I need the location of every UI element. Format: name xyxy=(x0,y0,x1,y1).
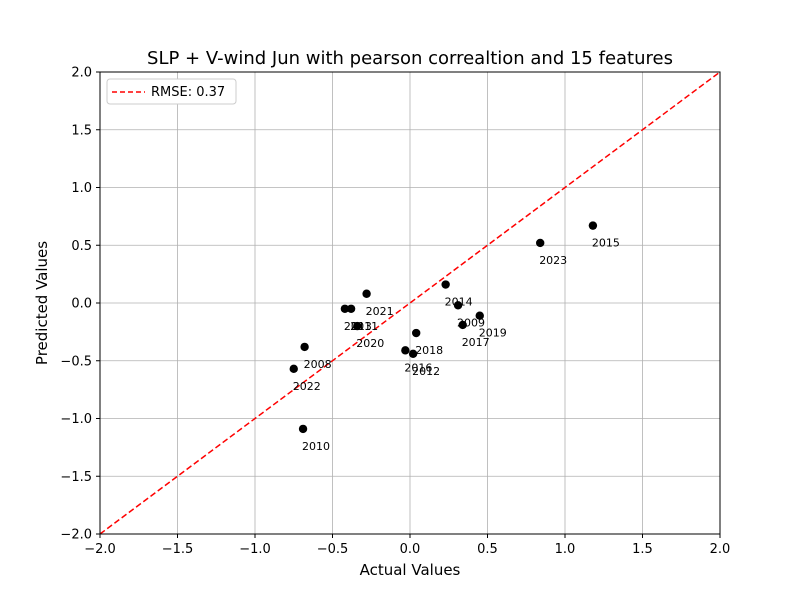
legend-entry-rmse: RMSE: 0.37 xyxy=(151,85,225,100)
data-point-2012 xyxy=(408,349,418,359)
data-point-2022 xyxy=(289,364,298,374)
data-point-2009 xyxy=(453,301,463,310)
data-point-2020 xyxy=(353,321,362,331)
y-tick-label: 0.0 xyxy=(71,297,92,312)
point-label-2016: 2016 xyxy=(404,361,432,374)
y-tick-label: 1.5 xyxy=(71,123,92,138)
y-tick-label: −1.5 xyxy=(60,470,92,485)
x-tick-label: −0.5 xyxy=(317,542,349,557)
reference-line-layer xyxy=(99,71,721,535)
point-label-2018: 2018 xyxy=(415,344,443,357)
legend: RMSE: 0.37 xyxy=(106,78,237,105)
point-labels-layer: 2008 2009 2010 2011 2012 2013 2014 2015 2016 2017… xyxy=(293,237,620,453)
x-tick-label: 2.0 xyxy=(710,542,731,557)
point-label-2009: 2009 xyxy=(457,316,485,329)
y-tick-label: 0.5 xyxy=(71,239,92,254)
y-tick-label: 1.0 xyxy=(71,181,92,196)
x-tick-label: 0.5 xyxy=(477,542,498,557)
data-point-2021 xyxy=(362,289,371,298)
y-tick-label: 2.0 xyxy=(71,66,92,81)
data-point-2019 xyxy=(475,311,484,320)
data-point-2015 xyxy=(588,221,598,230)
data-point-2014 xyxy=(441,280,450,289)
x-tick-label: −1.0 xyxy=(239,542,271,557)
data-point-2023 xyxy=(536,238,545,248)
x-axis-label: Actual Values xyxy=(360,561,461,579)
x-tick-label: −1.5 xyxy=(162,542,194,557)
x-tick-label: −2.0 xyxy=(84,542,116,557)
data-point-2011 xyxy=(346,304,356,313)
point-label-2020: 2020 xyxy=(356,337,384,350)
ticks: −2.0 −1.5 −1.0 −0.5 0.0 0.5 1.0 1.5 2.0 −2.0 −1.5 −… xyxy=(60,66,730,558)
reference-line xyxy=(99,71,721,535)
point-label-2011: 2011 xyxy=(350,320,378,333)
point-label-2022: 2022 xyxy=(293,380,321,393)
chart-title: SLP + V-wind Jun with pearson correaltio… xyxy=(147,48,673,69)
data-point-2008 xyxy=(300,342,309,352)
y-tick-label: −2.0 xyxy=(60,528,92,543)
point-label-2008: 2008 xyxy=(304,358,332,371)
legend-box xyxy=(106,78,237,105)
point-label-2012: 2012 xyxy=(412,365,440,378)
point-label-2010: 2010 xyxy=(302,440,330,453)
data-point-2013 xyxy=(340,304,350,313)
x-tick-label: 1.5 xyxy=(632,542,653,557)
data-point-2010 xyxy=(298,424,308,434)
point-label-2014: 2014 xyxy=(445,296,473,309)
y-tick-label: −1.0 xyxy=(60,412,92,427)
point-label-2015: 2015 xyxy=(592,237,620,250)
data-point-2017 xyxy=(458,320,467,330)
y-tick-label: −0.5 xyxy=(60,354,92,369)
data-point-2016 xyxy=(401,346,410,355)
point-label-2021: 2021 xyxy=(366,305,394,318)
point-label-2019: 2019 xyxy=(479,327,507,340)
point-label-2023: 2023 xyxy=(539,254,567,267)
point-label-2013: 2013 xyxy=(344,320,372,333)
points-layer xyxy=(289,221,598,434)
x-tick-label: 1.0 xyxy=(555,542,576,557)
point-label-2017: 2017 xyxy=(462,336,490,349)
data-point-2018 xyxy=(412,328,421,338)
x-tick-label: 0.0 xyxy=(400,542,421,557)
y-axis-label: Predicted Values xyxy=(33,241,51,365)
